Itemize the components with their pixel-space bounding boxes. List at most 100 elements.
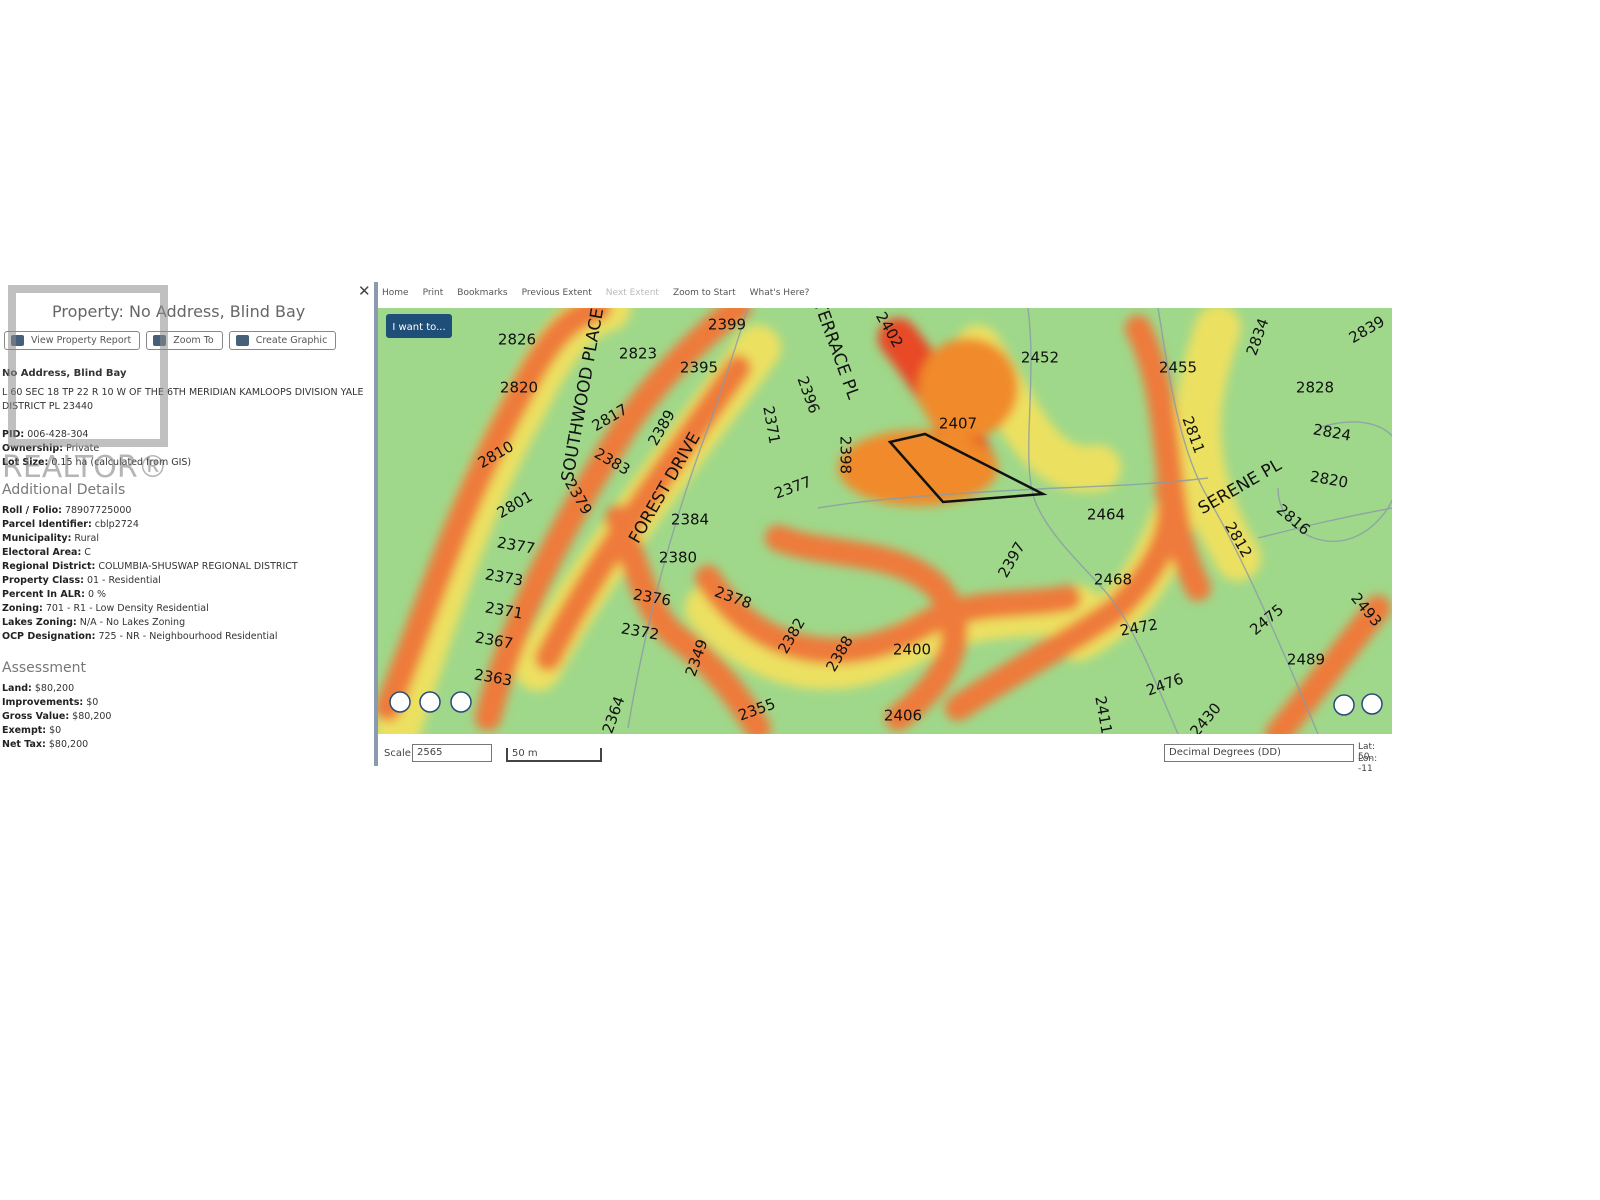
north-arrow[interactable] bbox=[1333, 694, 1355, 716]
field-row: Zoning: 701 - R1 - Low Density Residenti… bbox=[2, 602, 298, 616]
field-label: Percent In ALR: bbox=[2, 589, 85, 600]
field-list: Roll / Folio: 78907725000 Parcel Identifi… bbox=[2, 504, 298, 644]
field-value: 725 - NR - Neighbourhood Residential bbox=[98, 631, 278, 642]
toolbar-button[interactable]: What's Here? bbox=[749, 288, 810, 298]
map-tool[interactable] bbox=[419, 691, 441, 713]
field-value: N/A - No Lakes Zoning bbox=[79, 617, 186, 628]
address-label: 2455 bbox=[1159, 359, 1197, 377]
map-footer: Scale 2565 50 m Decimal Degrees (DD) Lat… bbox=[380, 742, 1392, 774]
field-row: Net Tax: $80,200 bbox=[2, 738, 111, 752]
field-row: Roll / Folio: 78907725000 bbox=[2, 504, 298, 518]
rotate-button[interactable] bbox=[1361, 693, 1383, 715]
address-label: 2406 bbox=[884, 707, 922, 725]
field-value: 006-428-304 bbox=[27, 429, 89, 440]
field-row: Percent In ALR: 0 % bbox=[2, 588, 298, 602]
panel-button[interactable]: View Property Report bbox=[4, 331, 141, 350]
field-value: $80,200 bbox=[48, 739, 89, 750]
toolbar-button[interactable]: Print bbox=[422, 288, 444, 298]
menu-button[interactable] bbox=[386, 314, 452, 338]
field-value: COLUMBIA-SHUSWAP REGIONAL DISTRICT bbox=[98, 561, 298, 572]
field-value: 78907725000 bbox=[64, 505, 132, 516]
field-value: 0 % bbox=[87, 589, 107, 600]
field-row: Land: $80,200 bbox=[2, 682, 111, 696]
address-label: 2384 bbox=[671, 511, 709, 529]
address-label: 2452 bbox=[1021, 349, 1059, 367]
field-value: 701 - R1 - Low Density Residential bbox=[45, 603, 209, 614]
field-row: Electoral Area: C bbox=[2, 546, 298, 560]
field-label: Ownership: bbox=[2, 443, 64, 454]
map-tool[interactable] bbox=[389, 691, 411, 713]
field-label: Roll / Folio: bbox=[2, 505, 62, 516]
close-button[interactable]: ✕ bbox=[358, 282, 371, 300]
field-row: Gross Value: $80,200 bbox=[2, 710, 111, 724]
menu-button-label[interactable]: I want to... bbox=[392, 322, 445, 333]
field-value: C bbox=[84, 547, 91, 558]
field-row: Municipality: Rural bbox=[2, 532, 298, 546]
address-label: 2395 bbox=[680, 359, 718, 377]
address-label: 2407 bbox=[939, 415, 977, 433]
field-value: Rural bbox=[74, 533, 99, 544]
watermark-logo bbox=[8, 285, 168, 447]
field-row: Exempt: $0 bbox=[2, 724, 111, 738]
field-label: Electoral Area: bbox=[2, 547, 82, 558]
field-value: Private bbox=[66, 443, 100, 454]
field-label: OCP Designation: bbox=[2, 631, 96, 642]
field-value: 0.15 ha (calculated from GIS) bbox=[51, 457, 192, 468]
field-row: Lakes Zoning: N/A - No Lakes Zoning bbox=[2, 616, 298, 630]
toolbar-button[interactable]: Next Extent bbox=[605, 288, 659, 298]
field-value: cblp2724 bbox=[94, 519, 139, 530]
address-label: 2468 bbox=[1094, 571, 1132, 589]
toolbar-button[interactable]: Previous Extent bbox=[521, 288, 592, 298]
toolbar-button[interactable]: Bookmarks bbox=[457, 288, 508, 298]
field-label: Lakes Zoning: bbox=[2, 617, 77, 628]
field-label: Improvements: bbox=[2, 697, 84, 708]
field-label: Regional District: bbox=[2, 561, 96, 572]
button-row: View Property Report Zoom To Create Graphi… bbox=[4, 331, 337, 350]
legal-description: L 60 SEC 18 TP 22 R 10 W OF THE 6TH MERI… bbox=[2, 387, 364, 412]
panel-title: Property: No Address, Blind Bay bbox=[52, 302, 306, 321]
field-value: $80,200 bbox=[72, 711, 112, 722]
longitude: Lon: -11 bbox=[1358, 754, 1378, 774]
address: No Address, Blind Bay bbox=[2, 368, 127, 379]
section-heading: Assessment bbox=[2, 660, 86, 676]
field-row: Parcel Identifier: cblp2724 bbox=[2, 518, 298, 532]
field-label: Exempt: bbox=[2, 725, 47, 736]
address-label: 2399 bbox=[708, 316, 746, 334]
field-label: Municipality: bbox=[2, 533, 72, 544]
field-row: Property Class: 01 - Residential bbox=[2, 574, 298, 588]
field-row: Lot Size: 0.15 ha (calculated from GIS) bbox=[2, 456, 191, 470]
address-label: 2820 bbox=[500, 379, 538, 397]
toolbar-button[interactable]: Zoom to Start bbox=[672, 288, 736, 298]
field-value: $0 bbox=[49, 725, 62, 736]
field-value: 01 - Residential bbox=[86, 575, 161, 586]
address-label: 2380 bbox=[659, 549, 697, 567]
field-value: $80,200 bbox=[34, 683, 75, 694]
map-tool[interactable] bbox=[450, 691, 472, 713]
address-label: 2398 bbox=[837, 436, 855, 474]
field-label: Zoning: bbox=[2, 603, 43, 614]
field-label: Land: bbox=[2, 683, 32, 694]
panel-button[interactable]: Create Graphic bbox=[228, 331, 337, 350]
scale-input[interactable]: 2565 bbox=[412, 744, 492, 762]
address-label: 2489 bbox=[1287, 651, 1325, 669]
section-heading: Additional Details bbox=[2, 482, 126, 498]
toolbar: Home Print Bookmarks Previous Extent Next Ex… bbox=[382, 282, 809, 298]
address-label: 2464 bbox=[1087, 506, 1125, 524]
coordinate-select[interactable]: Decimal Degrees (DD) bbox=[1164, 744, 1354, 762]
field-label: Lot Size: bbox=[2, 457, 49, 468]
field-list: Land: $80,200 Improvements: $0 Gross Value… bbox=[2, 682, 111, 752]
divider bbox=[374, 282, 378, 766]
address-label: 2400 bbox=[893, 641, 931, 659]
field-label: Parcel Identifier: bbox=[2, 519, 92, 530]
field-label: Gross Value: bbox=[2, 711, 70, 722]
watermark-text: REALTOR® bbox=[2, 450, 168, 485]
field-row: Improvements: $0 bbox=[2, 696, 111, 710]
parcel-outline bbox=[887, 432, 1048, 504]
property-panel: ✕ Property: No Address, Blind Bay View P… bbox=[0, 282, 372, 772]
toolbar-button[interactable]: Home bbox=[382, 288, 409, 298]
address-label: 2828 bbox=[1296, 379, 1334, 397]
field-label: Property Class: bbox=[2, 575, 84, 586]
field-label: Net Tax: bbox=[2, 739, 46, 750]
